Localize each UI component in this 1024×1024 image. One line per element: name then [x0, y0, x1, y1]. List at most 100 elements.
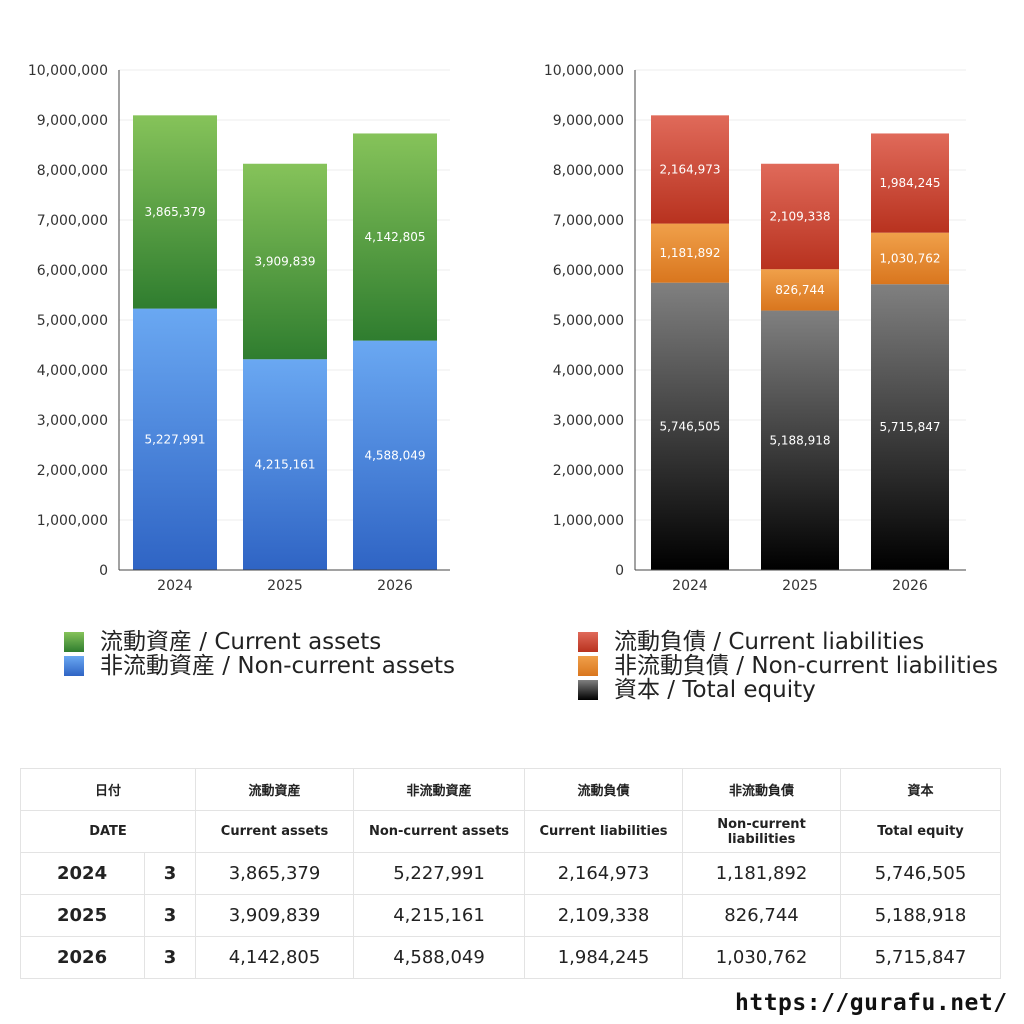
legend-liabilities-equity: 流動負債 / Current liabilities 非流動負債 / Non-cu…: [578, 630, 998, 702]
y-tick-label: 4,000,000: [553, 363, 624, 379]
bar-segment: [761, 310, 839, 570]
header-total-equity-jp: 資本: [840, 768, 1002, 811]
data-label: 2,109,338: [769, 209, 830, 223]
bar-segment: [243, 359, 327, 570]
bar-segment: [871, 133, 949, 233]
x-tick-label: 2025: [267, 578, 303, 594]
y-tick-label: 7,000,000: [553, 213, 624, 229]
bar-segment: [761, 163, 839, 270]
cell-current-assets: 4,142,805: [195, 936, 355, 979]
cell-noncurrent-assets: 4,215,161: [353, 894, 526, 937]
bar-segment: [651, 223, 729, 283]
data-label: 2,164,973: [659, 162, 720, 176]
charts-canvas: 0 1,000,000 2,000,000 3,000,000 4,000,000 5,0…: [28, 63, 966, 594]
data-label: 4,215,161: [254, 458, 315, 472]
data-label: 1,984,245: [879, 176, 940, 190]
data-label: 826,744: [775, 283, 825, 297]
legend-item: 流動負債 / Current liabilities: [578, 630, 998, 654]
cell-noncurrent-liabilities: 1,030,762: [682, 936, 842, 979]
bar-segment: [133, 308, 217, 570]
table-row: 2025 3 3,909,839 4,215,161 2,109,338 826…: [20, 894, 1002, 937]
row-count: 3: [143, 852, 197, 895]
table-header-row-jp: 日付 流動資産 非流動資産 流動負債 非流動負債 資本: [19, 768, 1002, 811]
header-noncurrent-assets-en: Non-current assets: [353, 810, 526, 853]
chart-1: 0 1,000,000 2,000,000 3,000,000 4,000,000 5,0…: [28, 63, 450, 594]
bar-segment: [243, 163, 327, 360]
x-tick-label: 2024: [157, 578, 193, 594]
header-current-assets-jp: 流動資産: [195, 768, 355, 811]
row-year: 2026: [20, 936, 145, 979]
data-label: 4,142,805: [364, 230, 425, 244]
header-current-assets-en: Current assets: [195, 810, 355, 853]
y-tick-label: 5,000,000: [553, 313, 624, 329]
data-label: 5,715,847: [879, 420, 940, 434]
bar-segment: [651, 115, 729, 224]
cell-current-assets: 3,865,379: [195, 852, 355, 895]
y-tick-label: 4,000,000: [37, 363, 108, 379]
header-noncurrent-liabilities-jp: 非流動負債: [682, 768, 842, 811]
x-tick-label: 2026: [892, 578, 928, 594]
row-year: 2025: [20, 894, 145, 937]
cell-current-liabilities: 2,109,338: [524, 894, 684, 937]
y-tick-label: 8,000,000: [553, 163, 624, 179]
y-tick-label: 8,000,000: [37, 163, 108, 179]
site-url: https://gurafu.net/: [735, 990, 1008, 1016]
cell-total-equity: 5,746,505: [840, 852, 1002, 895]
bar-segment: [871, 232, 949, 285]
bar-segment: [353, 133, 437, 341]
legend-assets: 流動資産 / Current assets 非流動資産 / Non-current…: [64, 630, 455, 678]
data-label: 5,188,918: [769, 433, 830, 447]
header-current-liabilities-en: Current liabilities: [524, 810, 684, 853]
header-date-en: DATE: [19, 810, 197, 853]
x-tick-label: 2026: [377, 578, 413, 594]
legend-swatch: [64, 656, 84, 676]
data-table: 日付 流動資産 非流動資産 流動負債 非流動負債 資本 DATE Current…: [19, 768, 1002, 979]
legend-label: 非流動資産 / Non-current assets: [100, 653, 456, 679]
table-row: 2026 3 4,142,805 4,588,049 1,984,245 1,0…: [20, 936, 1002, 979]
chart-2: 0 1,000,000 2,000,000 3,000,000 4,000,000 5,0…: [544, 63, 966, 594]
legend-swatch: [578, 632, 598, 652]
bar-segment: [651, 282, 729, 570]
y-tick-label: 2,000,000: [553, 463, 624, 479]
cell-current-liabilities: 2,164,973: [524, 852, 684, 895]
y-tick-label: 5,000,000: [37, 313, 108, 329]
header-total-equity-en: Total equity: [840, 810, 1002, 853]
x-tick-label: 2025: [782, 578, 818, 594]
table-header-row-en: DATE Current assets Non-current assets C…: [19, 810, 1002, 853]
data-label: 4,588,049: [364, 448, 425, 462]
y-tick-label: 6,000,000: [37, 263, 108, 279]
y-tick-label: 0: [615, 563, 624, 579]
y-tick-label: 3,000,000: [37, 413, 108, 429]
legend-swatch: [64, 632, 84, 652]
y-tick-label: 1,000,000: [553, 513, 624, 529]
cell-noncurrent-liabilities: 826,744: [682, 894, 842, 937]
data-label: 5,227,991: [144, 432, 205, 446]
legend-label: 資本 / Total equity: [614, 677, 816, 703]
table-row: 2024 3 3,865,379 5,227,991 2,164,973 1,1…: [20, 852, 1002, 895]
row-year: 2024: [20, 852, 145, 895]
bar-segment: [133, 115, 217, 309]
y-tick-label: 2,000,000: [37, 463, 108, 479]
legend-item: 非流動負債 / Non-current liabilities: [578, 654, 998, 678]
cell-total-equity: 5,715,847: [840, 936, 1002, 979]
y-tick-label: 6,000,000: [553, 263, 624, 279]
bar-segment: [761, 269, 839, 311]
legend-item: 資本 / Total equity: [578, 678, 998, 702]
header-current-liabilities-jp: 流動負債: [524, 768, 684, 811]
y-tick-label: 10,000,000: [28, 63, 108, 79]
cell-total-equity: 5,188,918: [840, 894, 1002, 937]
data-label: 3,909,839: [254, 254, 315, 268]
bar-segment: [353, 340, 437, 570]
y-tick-label: 3,000,000: [553, 413, 624, 429]
cell-current-assets: 3,909,839: [195, 894, 355, 937]
legend-swatch: [578, 680, 598, 700]
legend-label: 非流動負債 / Non-current liabilities: [614, 653, 998, 679]
cell-noncurrent-liabilities: 1,181,892: [682, 852, 842, 895]
y-tick-label: 9,000,000: [37, 113, 108, 129]
data-label: 3,865,379: [144, 205, 205, 219]
data-label: 1,181,892: [659, 246, 720, 260]
legend-swatch: [578, 656, 598, 676]
cell-noncurrent-assets: 5,227,991: [353, 852, 526, 895]
header-noncurrent-liabilities-en: Non-current liabilities: [682, 810, 842, 853]
y-tick-label: 9,000,000: [553, 113, 624, 129]
